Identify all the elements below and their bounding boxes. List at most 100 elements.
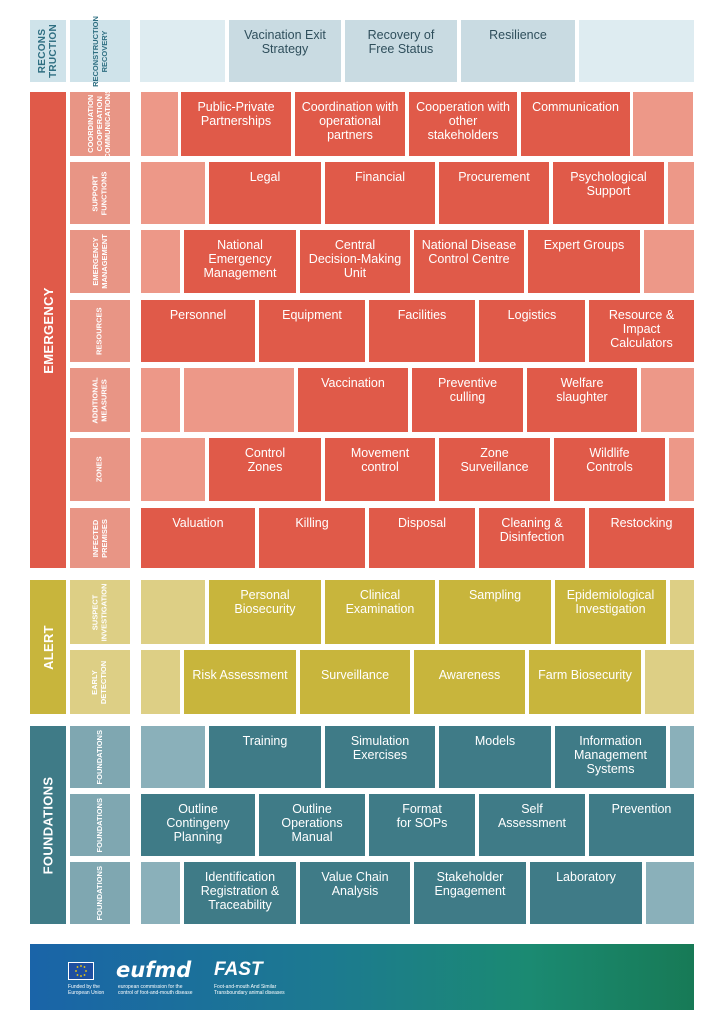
brick-laboratory: Laboratory xyxy=(530,862,642,924)
brick-control-zones: Control Zones xyxy=(209,438,321,501)
row-label-coordination: COORDINATION COOPERATION COMMUNICATIONS xyxy=(70,89,130,159)
brick-national-emergency-management: National Emergency Management xyxy=(184,230,296,293)
brick-facilities: Facilities xyxy=(369,300,475,362)
row-label-foundations-3: FOUNDATIONS xyxy=(70,862,130,924)
row-label-resources: RESOURCES xyxy=(70,300,130,362)
brick-restocking: Restocking xyxy=(589,508,694,568)
brick-filler xyxy=(644,230,694,293)
brick-training: Training xyxy=(209,726,321,788)
section-label-emergency: EMERGENCY xyxy=(30,92,66,568)
row-label-text: RECONSTRUCTION RECOVERY xyxy=(90,15,109,87)
section-label-foundations: FOUNDATIONS xyxy=(30,726,66,924)
brick-stakeholder-engagement: Stakeholder Engagement xyxy=(414,862,526,924)
row-label-text: RESOURCES xyxy=(94,307,104,355)
brick-vaccination: Vaccination xyxy=(298,368,408,432)
brick-filler xyxy=(579,20,694,82)
brick-disposal: Disposal xyxy=(369,508,475,568)
brick-filler xyxy=(670,726,694,788)
brick-personal-biosecurity: Personal Biosecurity xyxy=(209,580,321,644)
row-label-text: EMERGENCY MANAGEMENT xyxy=(90,234,109,289)
brick-filler xyxy=(141,580,205,644)
brick-filler xyxy=(141,726,205,788)
brick-cooperation-with-other-stakeholders: Cooperation with other stakeholders xyxy=(409,92,517,156)
brick-filler xyxy=(633,92,693,156)
row-label-text: ADDITIONAL MEASURES xyxy=(90,376,109,424)
brick-filler xyxy=(645,650,694,714)
row-label-text: COORDINATION COOPERATION COMMUNICATIONS xyxy=(86,89,113,159)
brick-preventive-culling: Preventive culling xyxy=(412,368,523,432)
brick-filler xyxy=(669,438,694,501)
row-label-foundations-2: FOUNDATIONS xyxy=(70,794,130,856)
brick-national-disease-control-centre: National Disease Control Centre xyxy=(414,230,524,293)
row-label-text: ZONES xyxy=(94,456,104,483)
brick-outline-contingeny-planning: Outline Contingeny Planning xyxy=(141,794,255,856)
brick-prevention: Prevention xyxy=(589,794,694,856)
brick-logistics: Logistics xyxy=(479,300,585,362)
row-label-support-functions: SUPPORT FUNCTIONS xyxy=(70,162,130,224)
brick-wildlife-controls: Wildlife Controls xyxy=(554,438,665,501)
brick-public-private-partnerships: Public-Private Partnerships xyxy=(181,92,291,156)
section-label-text: RECONS TRUCTION xyxy=(37,23,59,79)
section-label-text: EMERGENCY xyxy=(40,286,56,374)
brick-valuation: Valuation xyxy=(141,508,255,568)
row-label-foundations-1: FOUNDATIONS xyxy=(70,726,130,788)
brick-filler xyxy=(141,368,180,432)
row-label-text: EARLY DETECTION xyxy=(90,660,109,704)
brick-filler xyxy=(141,650,180,714)
fast-text: Foot-and-mouth And Similar Transboundary… xyxy=(214,984,285,996)
brick-outline-operations-manual: Outline Operations Manual xyxy=(259,794,365,856)
fast-logo: FAST xyxy=(214,959,263,980)
row-label-infected-premises: INFECTED PREMISES xyxy=(70,508,130,568)
brick-vacination-exit-strategy: Vacination Exit Strategy xyxy=(229,20,341,82)
brick-filler xyxy=(141,862,180,924)
section-label-text: FOUNDATIONS xyxy=(40,776,56,874)
brick-sampling: Sampling xyxy=(439,580,551,644)
brick-format-for-sops: Format for SOPs xyxy=(369,794,475,856)
brick-killing: Killing xyxy=(259,508,365,568)
brick-financial: Financial xyxy=(325,162,435,224)
row-label-text: FOUNDATIONS xyxy=(94,729,104,785)
brick-filler xyxy=(141,162,205,224)
brick-recovery-of-free-status: Recovery of Free Status xyxy=(345,20,457,82)
brick-filler xyxy=(141,230,180,293)
row-label-additional-measures: ADDITIONAL MEASURES xyxy=(70,368,130,432)
brick-clinical-examination: Clinical Examination xyxy=(325,580,435,644)
brick-personnel: Personnel xyxy=(141,300,255,362)
footer-banner: Funded by the European Union eufmd europ… xyxy=(30,944,694,1010)
row-label-suspect-investigation: SUSPECT INVESTIGATION xyxy=(70,580,130,644)
brick-equipment: Equipment xyxy=(259,300,365,362)
row-label-reconstruction-recovery: RECONSTRUCTION RECOVERY xyxy=(70,16,130,86)
brick-filler xyxy=(141,92,178,156)
section-label-alert: ALERT xyxy=(30,580,66,714)
row-label-text: FOUNDATIONS xyxy=(94,865,104,921)
brick-filler xyxy=(668,162,694,224)
brick-filler xyxy=(184,368,294,432)
row-label-text: SUPPORT FUNCTIONS xyxy=(90,171,109,215)
row-label-early-detection: EARLY DETECTION xyxy=(70,650,130,714)
brick-filler xyxy=(670,580,694,644)
brick-expert-groups: Expert Groups xyxy=(528,230,640,293)
section-label-text: ALERT xyxy=(40,624,56,670)
brick-cleaning-disinfection: Cleaning & Disinfection xyxy=(479,508,585,568)
brick-zone-surveillance: Zone Surveillance xyxy=(439,438,550,501)
brick-psychological-support: Psychological Support xyxy=(553,162,664,224)
brick-legal: Legal xyxy=(209,162,321,224)
brick-welfare-slaughter: Welfare slaughter xyxy=(527,368,637,432)
brick-self-assessment: Self Assessment xyxy=(479,794,585,856)
brick-surveillance: Surveillance xyxy=(300,650,410,714)
brick-movement-control: Movement control xyxy=(325,438,435,501)
row-label-emergency-management: EMERGENCY MANAGEMENT xyxy=(70,230,130,293)
brick-risk-assessment: Risk Assessment xyxy=(184,650,296,714)
eufmd-logo: eufmd xyxy=(116,958,192,982)
brick-information-management-systems: Information Management Systems xyxy=(555,726,666,788)
brick-coordination-with-operational-partners: Coordination with operational partners xyxy=(295,92,405,156)
brick-farm-biosecurity: Farm Biosecurity xyxy=(529,650,641,714)
brick-simulation-exercises: Simulation Exercises xyxy=(325,726,435,788)
brick-awareness: Awareness xyxy=(414,650,525,714)
brick-central-decision-making-unit: Central Decision-Making Unit xyxy=(300,230,410,293)
eufmd-text: european commission for the control of f… xyxy=(118,984,193,996)
row-label-text: SUSPECT INVESTIGATION xyxy=(90,583,109,641)
eu-funding-text: Funded by the European Union xyxy=(68,984,105,996)
brick-resource-impact-calculators: Resource & Impact Calculators xyxy=(589,300,694,362)
brick-identification-registration-traceability: Identification Registration & Traceabili… xyxy=(184,862,296,924)
